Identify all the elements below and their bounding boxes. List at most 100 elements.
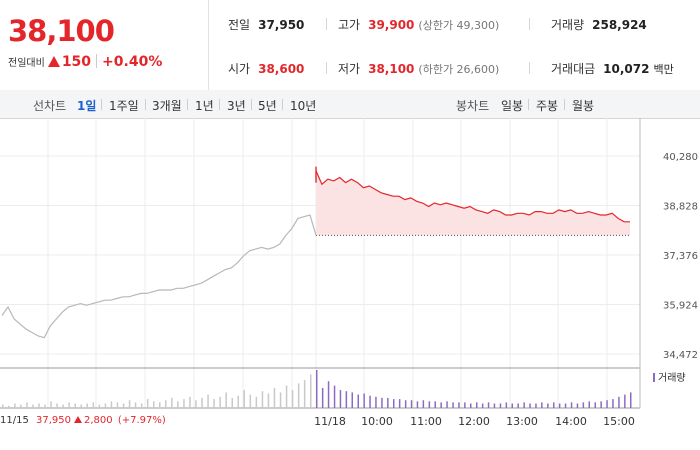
prev-close-stat: 전일 37,950 [228, 16, 304, 33]
stat-label: 거래대금 [551, 62, 596, 76]
tab-1week[interactable]: 1주일 [109, 99, 139, 113]
y-tick-label: 38,828 [663, 202, 698, 213]
volume-bar [201, 397, 203, 408]
divider [529, 62, 530, 74]
volume-bar [26, 402, 28, 408]
volume-bar [110, 401, 113, 408]
x-tick-label: 14:00 [555, 415, 587, 428]
volume-bar [446, 401, 448, 408]
change-label: 전일대비 [8, 58, 45, 69]
tab-3month[interactable]: 3개월 [152, 99, 182, 113]
volume-bar [310, 374, 312, 408]
stat-value: 37,950 [258, 18, 305, 32]
volume-bar [517, 403, 519, 408]
volume-bar [321, 387, 324, 408]
stat-value: 10,072 [603, 62, 650, 76]
volume-bar [249, 394, 252, 408]
tab-10year[interactable]: 10년 [290, 99, 317, 113]
divider [326, 18, 327, 30]
tab-3year[interactable]: 3년 [227, 99, 246, 113]
x-axis-ticks: 11/18 10:00 11:00 12:00 13:00 14:00 15:00 [314, 415, 635, 428]
y-tick-label: 40,280 [663, 152, 698, 163]
today-area [316, 170, 630, 236]
volume-bar [576, 403, 579, 408]
volume-bar [32, 404, 34, 408]
y-axis-ticks: 40,280 38,828 37,376 35,924 34,472 [663, 152, 698, 361]
volume-bar [92, 402, 95, 408]
tab-1day[interactable]: 1일 [77, 99, 97, 113]
footer-date: 11/15 [0, 415, 29, 426]
volume-bar [68, 402, 70, 408]
x-tick-label: 10:00 [361, 415, 393, 428]
divider [282, 99, 283, 110]
volume-legend-label: 거래량 [658, 372, 686, 384]
volume-bar [177, 401, 179, 408]
volume-bar [8, 405, 10, 408]
divider [251, 99, 252, 110]
volume-bar [387, 397, 389, 408]
stat-label: 거래량 [551, 18, 585, 32]
tab-monthly-candle[interactable]: 월봉 [572, 99, 595, 113]
volume-bar [630, 392, 632, 408]
x-tick-label: 11:00 [410, 415, 442, 428]
y-tick-label: 34,472 [663, 350, 698, 361]
tab-5year[interactable]: 5년 [258, 99, 277, 113]
tab-daily-candle[interactable]: 일봉 [501, 99, 524, 113]
volume-bar [261, 391, 264, 408]
volume-bar [416, 401, 419, 408]
volume-stat: 거래량 258,924 [551, 16, 647, 33]
volume-bar [285, 385, 288, 408]
volume-bar [195, 400, 197, 408]
footer-percent: (+7.97%) [117, 415, 166, 426]
tab-weekly-candle[interactable]: 주봉 [536, 99, 559, 113]
volume-bar [434, 401, 436, 408]
up-triangle-icon [47, 56, 60, 67]
volume-bar [499, 403, 502, 408]
divider [145, 99, 146, 110]
footer-price: 37,950 [36, 415, 72, 426]
volume-bar [547, 403, 549, 408]
volume-bar [393, 399, 395, 408]
volume-bar [582, 402, 585, 408]
x-tick-label: 15:00 [603, 415, 635, 428]
tab-1year[interactable]: 1년 [195, 99, 214, 113]
volume-bar [541, 402, 543, 408]
volume-bar [225, 392, 227, 408]
divider [96, 54, 98, 68]
volume-bar [153, 401, 155, 408]
upper-limit-note: (상한가 49,300) [418, 19, 500, 32]
volume-bar [207, 394, 209, 408]
price-chart: 40,280 38,828 37,376 35,924 34,472 11/18 10:0… [0, 118, 698, 428]
candle-chart-label: 봉차트 [456, 99, 490, 113]
volume-bar [56, 403, 58, 408]
volume-bar [128, 400, 131, 408]
stat-value: 258,924 [592, 18, 647, 32]
volume-bar [476, 402, 478, 408]
stat-label: 시가 [228, 62, 251, 76]
volume-bar [146, 399, 149, 408]
volume-bar [345, 391, 348, 408]
volume-bar [62, 404, 64, 408]
volume-bar [171, 397, 173, 408]
divider [187, 99, 188, 110]
volume-bar [104, 403, 107, 408]
high-stat: 고가 39,900 (상한가 49,300) [338, 16, 499, 33]
volume-bar [189, 396, 191, 408]
volume-bar [267, 393, 270, 408]
stat-label: 전일 [228, 18, 251, 32]
volume-bar [558, 403, 561, 408]
volume-bar [183, 399, 185, 408]
volume-bar [231, 397, 233, 408]
volume-bar [553, 402, 555, 408]
change-value: 150 [61, 54, 92, 70]
volume-bar [2, 404, 4, 408]
open-stat: 시가 38,600 [228, 60, 304, 77]
volume-bar [237, 395, 239, 408]
volume-bar [612, 399, 614, 408]
volume-bar [481, 403, 484, 408]
volume-bar [363, 393, 365, 408]
volume-bar [410, 400, 413, 408]
quote-summary: 38,100 전일대비 150 +0.40% 전일 37,950 고가 39,900 (상… [0, 0, 700, 91]
volume-bar [243, 390, 245, 408]
volume-bar [14, 403, 16, 408]
